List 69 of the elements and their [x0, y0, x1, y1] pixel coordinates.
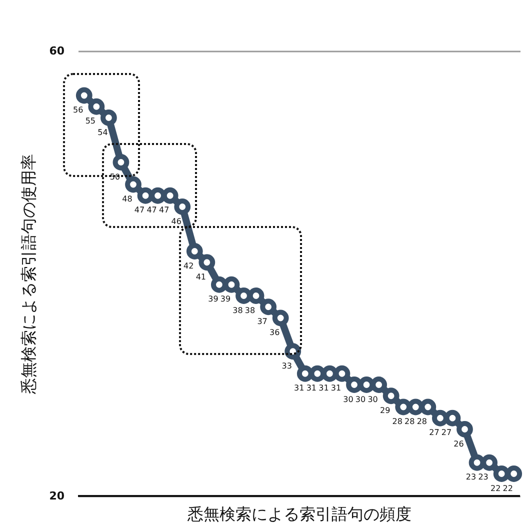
data-label: 39 [208, 294, 218, 304]
point [420, 398, 436, 416]
point [125, 176, 142, 193]
data-label: 55 [85, 116, 96, 126]
point [370, 376, 388, 393]
data-label: 23 [478, 472, 488, 482]
point [260, 298, 277, 316]
data-label: 23 [466, 472, 476, 482]
data-label: 26 [454, 439, 464, 448]
data-label: 29 [380, 406, 390, 415]
point [296, 365, 314, 382]
y-tick-label: 20 [49, 490, 65, 502]
data-label: 38 [244, 306, 256, 315]
point [100, 110, 117, 126]
data-label: 31 [330, 384, 342, 393]
point [186, 243, 203, 260]
data-label: 33 [282, 361, 292, 370]
data-label: 41 [196, 272, 206, 282]
point [236, 288, 252, 304]
point [174, 198, 191, 215]
point [198, 254, 216, 271]
data-label: 31 [318, 384, 329, 393]
data-label: 22 [490, 484, 501, 493]
data-label: 30 [355, 394, 366, 404]
data-label: 30 [368, 394, 378, 404]
point [358, 376, 375, 393]
point [506, 466, 522, 482]
point [112, 154, 130, 170]
data-label: 54 [98, 128, 108, 137]
data-label: 28 [416, 417, 428, 426]
data-label: 31 [306, 384, 317, 393]
point [272, 310, 289, 326]
data-label: 27 [441, 428, 452, 438]
point [334, 365, 350, 382]
data-label: 30 [343, 394, 354, 404]
data-label: 47 [146, 206, 157, 215]
point [210, 276, 228, 293]
data-label: 27 [429, 428, 440, 438]
data-label: 47 [134, 206, 145, 215]
point [248, 288, 264, 304]
point [432, 410, 448, 426]
y-axis-title: 悉無検索による索引語句の使用率 [19, 154, 38, 395]
data-label: 31 [294, 384, 304, 393]
y-tick-label: 60 [49, 44, 65, 58]
point [456, 421, 473, 438]
point [382, 388, 400, 404]
data-label: 48 [122, 194, 132, 204]
point [76, 87, 92, 104]
data-label: 46 [171, 216, 182, 226]
data-label: 28 [392, 417, 402, 426]
data-label: 42 [184, 261, 194, 270]
data-label: 47 [158, 206, 170, 215]
point [346, 376, 362, 393]
point [481, 454, 498, 471]
data-label: 28 [404, 417, 415, 426]
data-label: 56 [73, 106, 84, 114]
data-label: 37 [257, 316, 268, 326]
point [468, 454, 486, 471]
point [493, 466, 510, 482]
point [88, 98, 105, 115]
data-label: 39 [220, 294, 231, 304]
data-label: 36 [269, 328, 280, 337]
point [284, 343, 302, 360]
point [137, 187, 154, 204]
x-axis-title: 悉無検索による索引語句の頻度 [186, 504, 412, 524]
point [223, 276, 240, 293]
data-label: 38 [232, 306, 243, 315]
point [444, 410, 461, 426]
data-label: 22 [502, 484, 513, 493]
